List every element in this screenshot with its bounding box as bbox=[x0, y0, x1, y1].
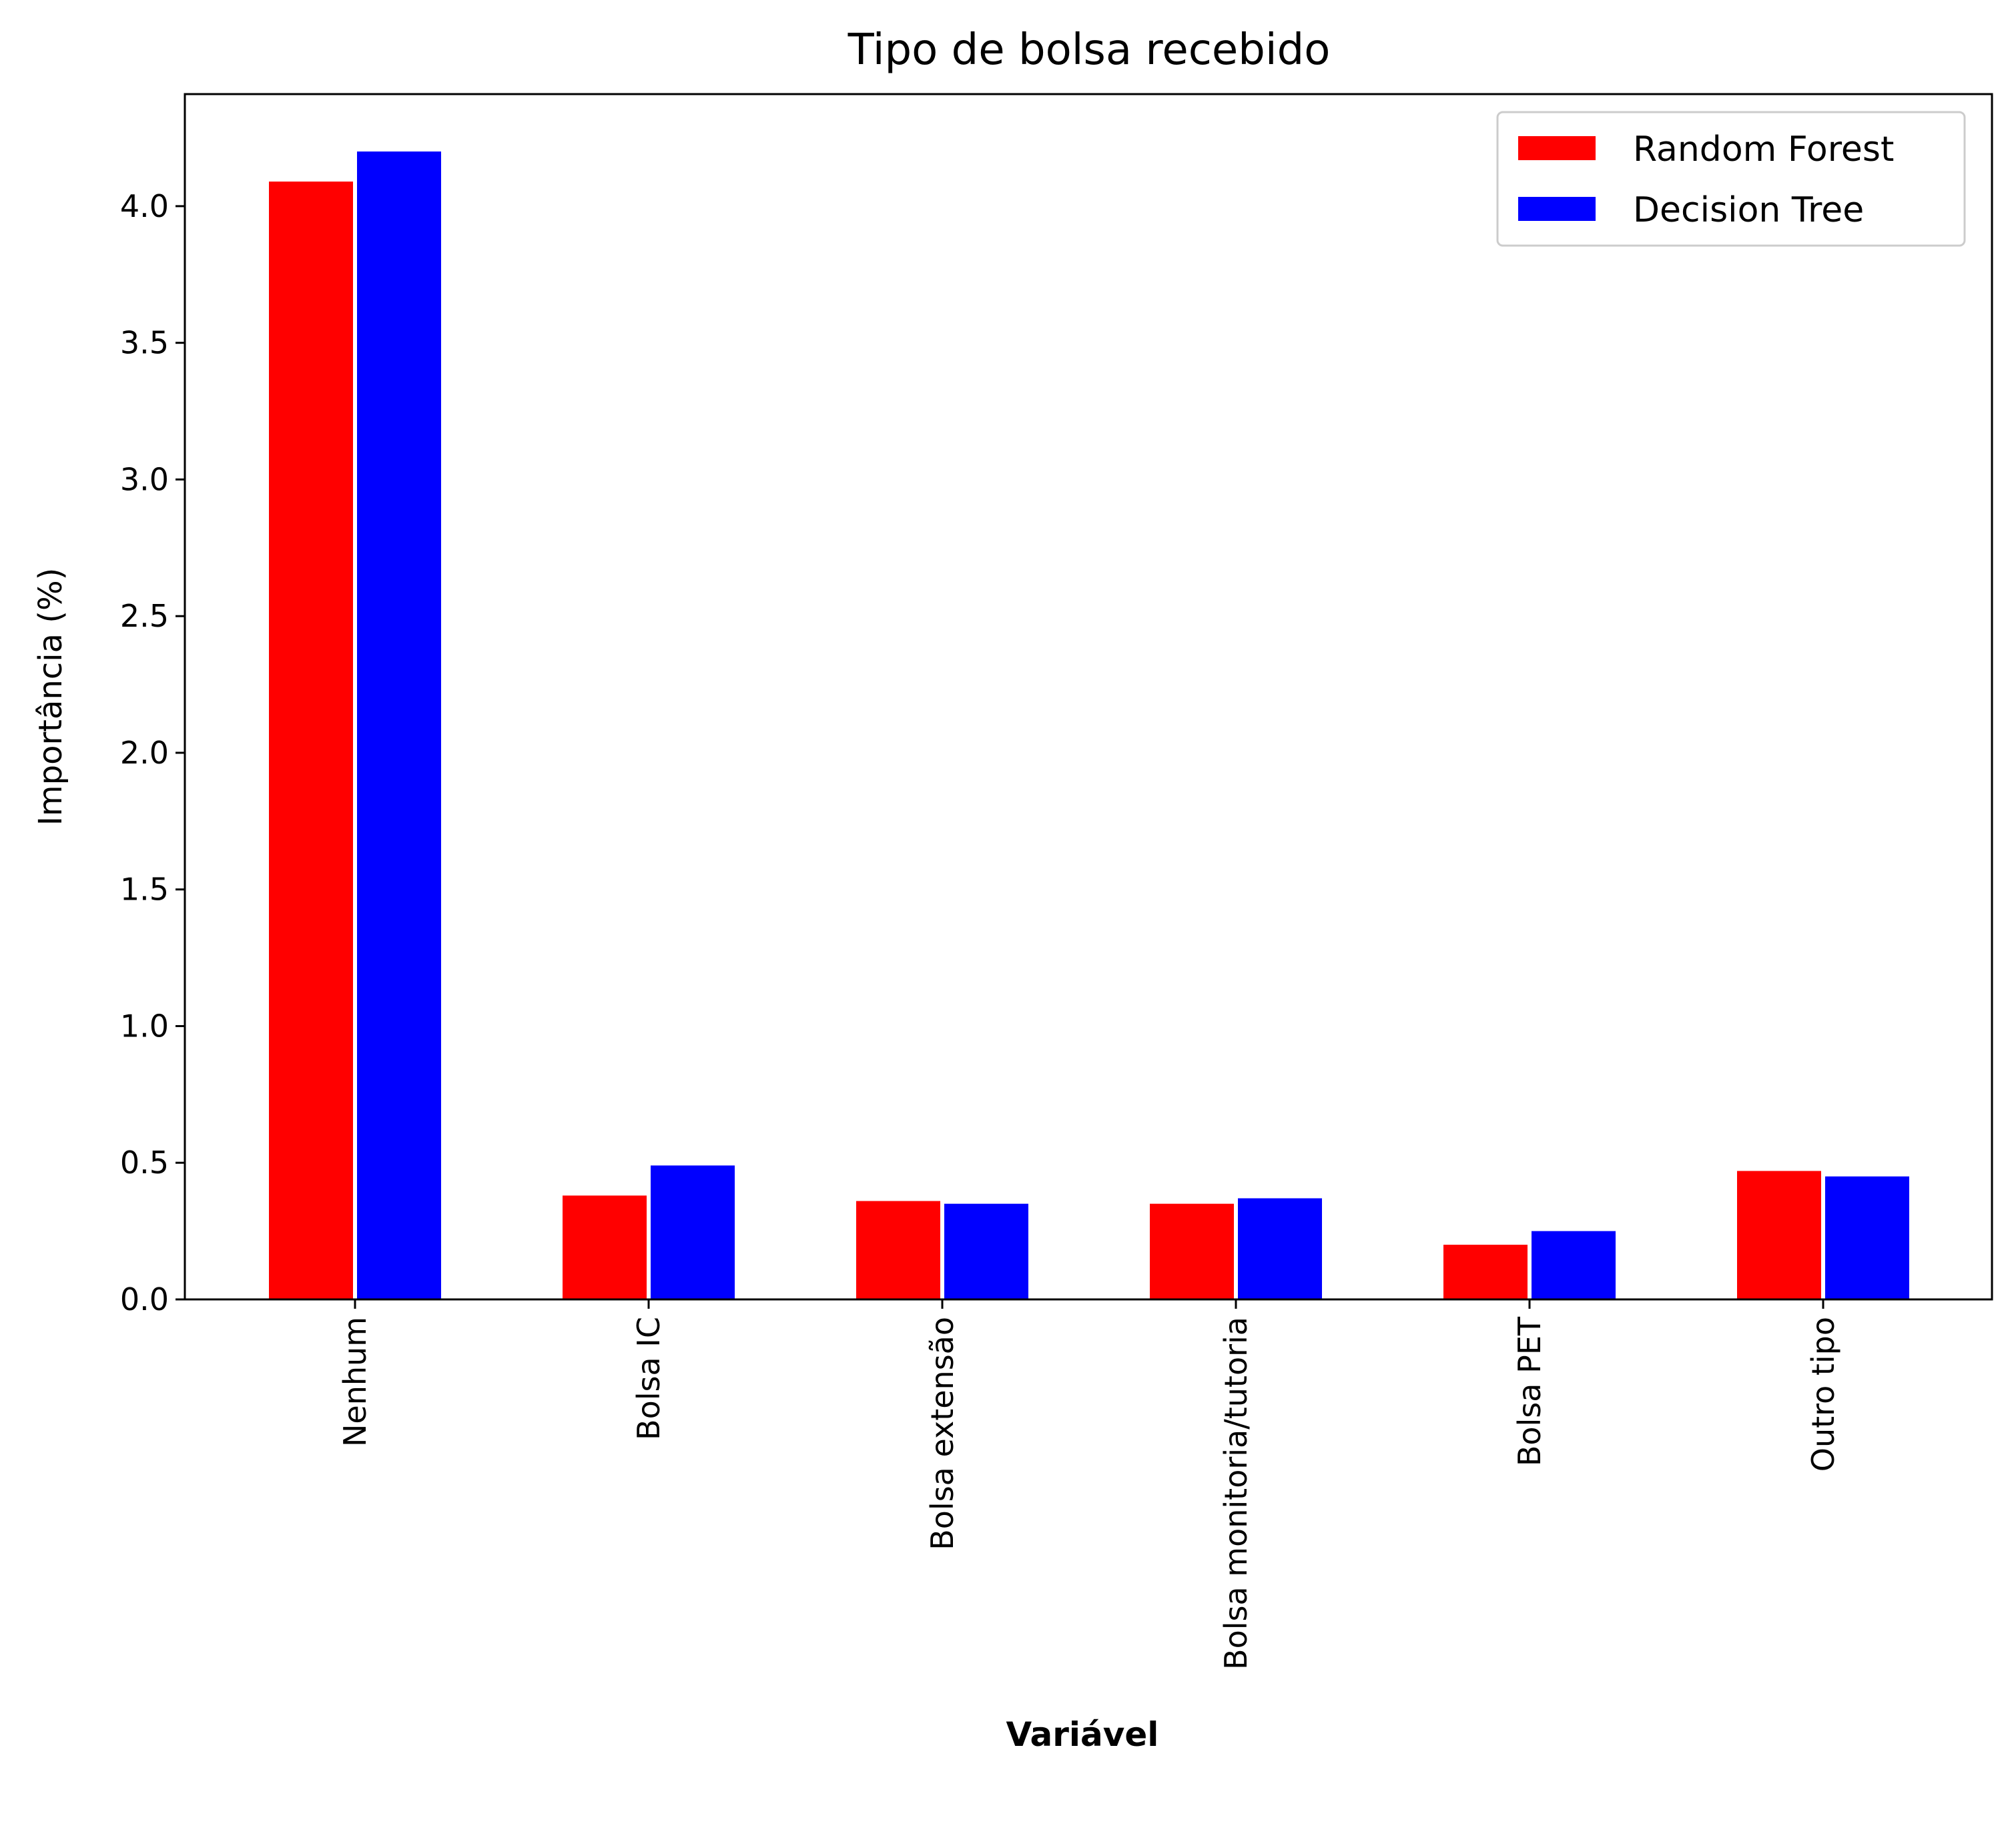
bar-random-forest-nenhum bbox=[269, 182, 353, 1299]
chart-title: Tipo de bolsa recebido bbox=[848, 25, 1331, 75]
x-axis-label: Variável bbox=[1006, 1715, 1159, 1754]
legend: Random Forest Decision Tree bbox=[1496, 111, 1966, 247]
bar-decision-tree-bolsa-pet bbox=[1532, 1231, 1616, 1299]
legend-label-decision-tree: Decision Tree bbox=[1633, 190, 1864, 230]
x-tick-label-bolsa-extensao: Bolsa extensão bbox=[924, 1317, 960, 1550]
y-axis: 0.0 0.5 1.0 1.5 2.0 2.5 3.0 3.5 4.0 bbox=[120, 188, 185, 1317]
legend-box bbox=[1496, 111, 1966, 247]
bar-random-forest-bolsa-extensao bbox=[856, 1201, 940, 1299]
legend-swatch-random-forest bbox=[1518, 136, 1596, 160]
y-tick-label: 1.5 bbox=[120, 872, 169, 908]
x-tick-label-nenhum: Nenhum bbox=[337, 1317, 373, 1447]
bar-decision-tree-bolsa-extensao bbox=[944, 1203, 1028, 1299]
y-tick-label: 4.0 bbox=[120, 188, 169, 224]
y-tick-label: 3.5 bbox=[120, 325, 169, 361]
y-tick-label: 0.0 bbox=[120, 1281, 169, 1317]
bar-random-forest-bolsa-monitoria-tutoria bbox=[1150, 1203, 1234, 1299]
legend-swatch-decision-tree bbox=[1518, 197, 1596, 221]
bar-decision-tree-bolsa-ic bbox=[651, 1165, 735, 1299]
bar-decision-tree-nenhum bbox=[357, 151, 441, 1299]
y-axis-label: Importância (%) bbox=[32, 568, 69, 826]
bar-random-forest-bolsa-pet bbox=[1443, 1245, 1528, 1299]
x-axis: Nenhum Bolsa IC Bolsa extensão Bolsa monito… bbox=[337, 1299, 1841, 1670]
y-tick-label: 2.5 bbox=[120, 598, 169, 634]
bar-decision-tree-outro-tipo bbox=[1825, 1176, 1909, 1299]
x-tick-label-bolsa-pet: Bolsa PET bbox=[1511, 1316, 1548, 1466]
plot-area-frame bbox=[184, 93, 1993, 1301]
x-tick-label-outro-tipo: Outro tipo bbox=[1805, 1317, 1841, 1472]
x-tick-label-bolsa-ic: Bolsa IC bbox=[631, 1317, 667, 1440]
bar-random-forest-outro-tipo bbox=[1737, 1171, 1821, 1299]
legend-label-random-forest: Random Forest bbox=[1633, 129, 1894, 170]
bars-group bbox=[269, 151, 1909, 1299]
bar-random-forest-bolsa-ic bbox=[563, 1195, 647, 1299]
y-tick-label: 1.0 bbox=[120, 1008, 169, 1044]
bar-decision-tree-bolsa-monitoria-tutoria bbox=[1238, 1198, 1322, 1299]
y-tick-label: 2.0 bbox=[120, 735, 169, 771]
y-tick-label: 3.0 bbox=[120, 461, 169, 497]
y-tick-label: 0.5 bbox=[120, 1145, 169, 1181]
x-tick-label-bolsa-monitoria-tutoria: Bolsa monitoria/tutoria bbox=[1218, 1317, 1254, 1670]
